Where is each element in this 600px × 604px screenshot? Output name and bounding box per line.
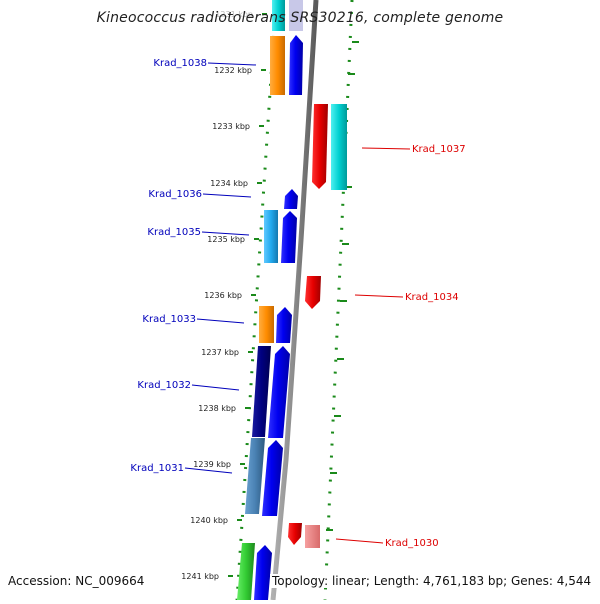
tick-label: 1236 kbp [204, 291, 242, 300]
gene-cds-steel-1031[interactable] [245, 438, 265, 514]
accession-label: Accession: NC_009664 [8, 574, 145, 588]
gene-arrow-1034[interactable] [305, 276, 321, 309]
tick-label: 1237 kbp [201, 348, 239, 357]
gene-arrow-1037[interactable] [312, 104, 328, 189]
gene-arrow-1036[interactable] [284, 189, 298, 209]
gene-label-krad-1035[interactable]: Krad_1035 [147, 227, 201, 238]
gene-label-krad-1038[interactable]: Krad_1038 [153, 58, 207, 69]
tick-label: 1241 kbp [181, 572, 219, 581]
gene-label-krad-1033[interactable]: Krad_1033 [142, 314, 196, 325]
tick-label: 1235 kbp [207, 235, 245, 244]
guide-lines [235, 0, 354, 601]
gene-leader-line [184, 467, 233, 474]
gene-cds-cyan-1037[interactable] [331, 104, 347, 190]
gene-cds-sky-1035[interactable] [264, 210, 278, 263]
tick-label: 1238 kbp [198, 404, 236, 413]
tick-label: 1239 kbp [193, 460, 231, 469]
gene-arrow-1030[interactable] [288, 523, 302, 545]
gene-label-krad-1032[interactable]: Krad_1032 [137, 380, 191, 391]
gene-leader-line [335, 538, 384, 544]
genome-title: Kineococcus radiotolerans SRS30216, comp… [96, 10, 504, 26]
tick-label: 1232 kbp [214, 66, 252, 75]
gene-label-krad-1036[interactable]: Krad_1036 [148, 189, 202, 200]
gene-features[interactable] [237, 0, 347, 600]
gene-arrow-bottom[interactable] [254, 545, 272, 600]
gene-arrow-1038[interactable] [289, 35, 303, 95]
gene-arrow-1032[interactable] [268, 346, 290, 438]
gene-leader-line [202, 193, 252, 198]
gene-leader-line [191, 384, 240, 391]
genome-backbone [270, 0, 319, 601]
gene-cds-green-bottom[interactable] [237, 543, 255, 600]
gene-cds-orange-1038[interactable] [270, 36, 285, 95]
gene-label-krad-1034[interactable]: Krad_1034 [405, 292, 459, 303]
tick-label: 1240 kbp [190, 516, 228, 525]
gene-arrow-1031[interactable] [262, 440, 283, 516]
gene-leader-line [207, 62, 257, 66]
tick-label: 1234 kbp [210, 179, 248, 188]
gene-leader-line [201, 231, 250, 236]
tick-label: 1233 kbp [212, 122, 250, 131]
right-dotted-guide [323, 0, 354, 601]
gene-labels[interactable]: Krad_1038 Krad_1037 Krad_1036 Krad_1035 Krad… [130, 58, 465, 549]
gene-arrow-1033[interactable] [276, 307, 292, 343]
gene-cds-cyan-top[interactable] [272, 0, 285, 31]
tick-marks [228, 13, 359, 577]
gene-leader-line [361, 147, 411, 150]
gene-label-krad-1037[interactable]: Krad_1037 [412, 144, 466, 155]
gene-label-krad-1031[interactable]: Krad_1031 [130, 463, 184, 474]
gene-label-krad-1030[interactable]: Krad_1030 [385, 538, 439, 549]
genome-summary: Topology: linear; Length: 4,761,183 bp; … [270, 574, 592, 588]
tick-label: 1231 kbp [215, 10, 253, 19]
gene-cds-gray-top[interactable] [289, 0, 303, 31]
gene-leader-line [354, 294, 404, 298]
gene-cds-navy-1032[interactable] [252, 346, 271, 437]
gene-cds-pink-1030[interactable] [305, 525, 320, 548]
tick-labels: 1231 kbp 1232 kbp 1233 kbp 1234 kbp 1235 kbp… [181, 10, 253, 581]
gene-leader-line [196, 318, 245, 324]
gene-arrow-1035[interactable] [281, 211, 297, 263]
left-dotted-guide [235, 0, 278, 601]
gene-cds-orange-1033[interactable] [259, 306, 274, 343]
